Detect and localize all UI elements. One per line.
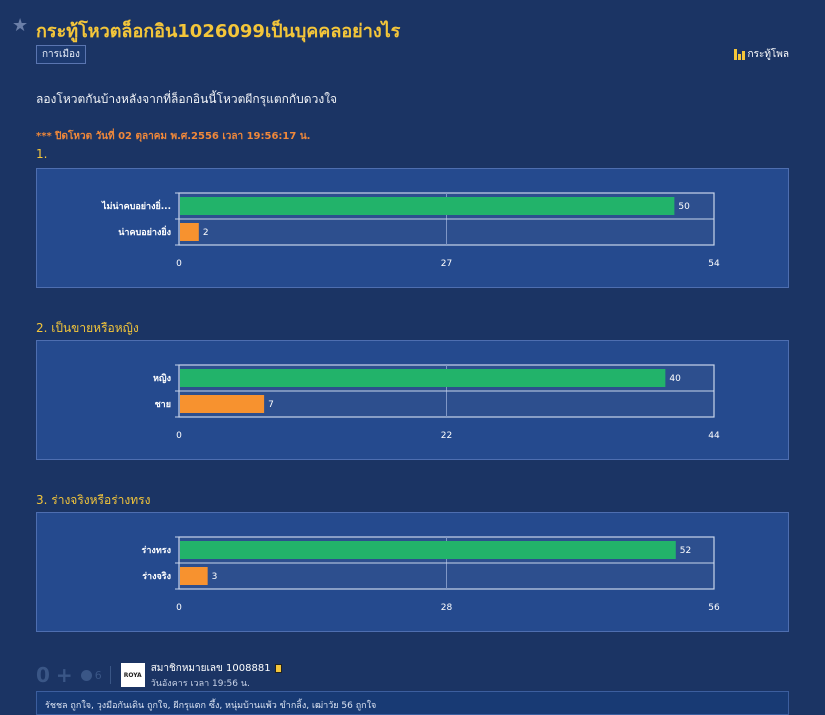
poll-type-text: กระทู้โพล [747, 49, 789, 60]
poll-chart-icon [733, 49, 745, 60]
poll-chart-3: ร่างทรง 52 ร่างจริง 3 0 28 56 [36, 512, 789, 632]
bar [180, 223, 199, 241]
emotion-count: 6 [94, 668, 102, 682]
data-label: 3 [212, 572, 218, 582]
question-2-label: 2. เป็นขายหรือหญิง [36, 321, 139, 335]
post-time: วันอังคาร เวลา 19:56 น. [150, 678, 250, 689]
poll-closed-note: *** ปิดโหวต วันที่ 02 ตุลาคม พ.ศ.2556 เว… [36, 131, 311, 142]
author-line: สมาชิกหมายเลข 1008881 [151, 661, 282, 676]
topic-tag[interactable]: การเมือง [36, 45, 86, 64]
category-label: ชาย [155, 400, 171, 410]
x-tick-label: 54 [708, 259, 720, 269]
category-label: น่าคบอย่างยิ่ง [118, 225, 171, 238]
favorite-star-icon[interactable]: ★ [12, 15, 29, 36]
vote-plus-icon[interactable]: + [55, 663, 73, 687]
data-label: 40 [669, 374, 681, 384]
poll-chart-2-svg: หญิง 40 ชาย 7 0 22 44 [153, 364, 720, 441]
bar [180, 369, 666, 387]
data-label: 2 [203, 228, 209, 238]
x-tick-label: 0 [176, 259, 182, 269]
question-3-label: 3. ร่างจริงหรือร่างทรง [36, 493, 151, 507]
author-block: สมาชิกหมายเลข 1008881 วันอังคาร เวลา 19:… [151, 661, 282, 690]
author-name[interactable]: สมาชิกหมายเลข 1008881 [150, 662, 271, 674]
bar [180, 567, 208, 585]
member-badge-icon [274, 663, 282, 673]
data-label: 52 [680, 546, 691, 556]
question-1-label: 1. [36, 147, 48, 161]
x-tick-label: 56 [708, 603, 720, 613]
category-label: ไม่น่าคบอย่างยิ่... [101, 199, 171, 212]
x-tick-label: 28 [441, 603, 453, 613]
poll-chart-3-svg: ร่างทรง 52 ร่างจริง 3 0 28 56 [142, 536, 720, 613]
footer-divider [109, 666, 111, 684]
category-label: ร่างทรง [142, 545, 171, 556]
category-label: ร่างจริง [142, 571, 171, 582]
data-label: 50 [678, 202, 690, 212]
bar [180, 197, 675, 215]
poll-type-label: กระทู้โพล [733, 47, 789, 62]
likes-list: รัชชล ถูกใจ, วุงมือกันเดิน ถูกใจ, ผีกรุแ… [36, 691, 789, 715]
data-label: 7 [268, 400, 274, 410]
x-tick-label: 0 [176, 431, 182, 441]
vote-count: 0 [36, 663, 50, 687]
x-tick-label: 44 [708, 431, 720, 441]
poll-chart-1-svg: ไม่น่าคบอย่างยิ่... 50 น่าคบอย่างยิ่ง 2 0 27 5… [101, 192, 720, 269]
category-label: หญิง [153, 373, 171, 384]
x-tick-label: 27 [441, 259, 452, 269]
topic-description: ลองโหวตกันบ้างหลังจากที่ล็อกอินนี้โหวตผี… [36, 92, 338, 106]
avatar[interactable]: ROYA [120, 663, 145, 687]
x-tick-label: 0 [176, 603, 182, 613]
bar [180, 541, 676, 559]
topic-title: กระทู้โหวตล็อกอิน1026099เป็นบุคคลอย่างไร [36, 21, 401, 42]
poll-chart-2: หญิง 40 ชาย 7 0 22 44 [36, 340, 789, 460]
post-footer: 0 + 6 ROYA สมาชิกหมายเลข 1008881 วันอังค… [36, 660, 789, 690]
x-tick-label: 22 [441, 431, 452, 441]
poll-chart-1: ไม่น่าคบอย่างยิ่... 50 น่าคบอย่างยิ่ง 2 0 27 5… [36, 168, 789, 288]
bar [180, 395, 265, 413]
emotion-icon[interactable] [80, 669, 92, 681]
